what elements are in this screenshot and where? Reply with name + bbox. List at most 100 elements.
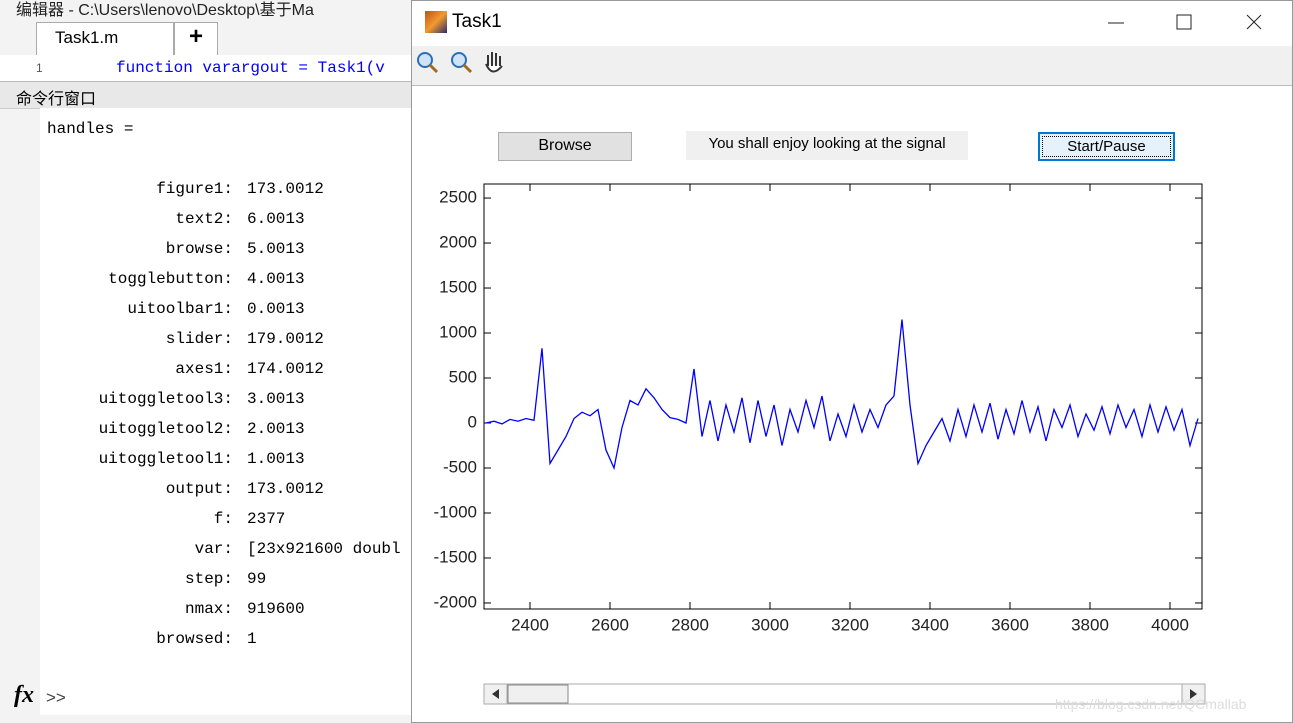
field-name: axes1: <box>175 360 233 378</box>
field-row: uitoggletool2: 2.0013 <box>40 420 1293 450</box>
field-value: 174.0012 <box>247 360 324 378</box>
field-value: [23x921600 doubl <box>247 540 401 558</box>
field-name: uitoggletool2: <box>98 420 233 438</box>
prompt: >> <box>46 688 66 707</box>
status-text: You shall enjoy looking at the signal <box>686 131 968 160</box>
field-name: browse: <box>165 240 233 258</box>
new-tab[interactable]: + <box>174 22 218 55</box>
right-arrow-glyph <box>1190 689 1197 699</box>
field-row: slider: 179.0012 <box>40 330 1293 360</box>
field-name: togglebutton: <box>108 270 233 288</box>
field-name: browsed: <box>156 630 233 648</box>
y-tick-label: 1000 <box>439 322 477 341</box>
field-value: 3.0013 <box>247 390 305 408</box>
x-tick-label: 4000 <box>1151 615 1189 634</box>
left-arrow-glyph <box>492 689 499 699</box>
start-pause-button[interactable]: Start/Pause <box>1038 132 1175 161</box>
y-tick-label: 1500 <box>439 278 477 297</box>
cw-header-text: handles = <box>47 120 134 138</box>
signal-line <box>485 319 1199 471</box>
field-name: nmax: <box>184 600 233 618</box>
cw-header: 命令行窗口 <box>0 81 412 109</box>
y-tick-label: 2000 <box>439 233 477 252</box>
zoom-out[interactable] <box>451 52 467 68</box>
figure-title: Task1 <box>452 11 502 32</box>
field-row: figure1: 173.0012 <box>40 180 1293 210</box>
field-row: step: 99 <box>40 570 1293 600</box>
maximize[interactable] <box>1176 14 1192 30</box>
field-value: 1.0013 <box>247 450 305 468</box>
field-row: var: [23x921600 doubl <box>40 540 1293 570</box>
x-tick-label: 3200 <box>831 615 869 634</box>
slider-thumb[interactable] <box>507 684 569 704</box>
x-tick-label: 3000 <box>751 615 789 634</box>
cw-title: 命令行窗口 <box>16 91 97 108</box>
cw-body: handles = figure1: 173.0012 text2: 6.0013 br… <box>40 108 412 715</box>
field-value: 4.0013 <box>247 270 305 288</box>
x-tick-label: 2600 <box>591 615 629 634</box>
axes: 2400 2600 2800 3000 3200 3400 3600 3800 4000 -200… <box>434 183 1206 705</box>
tab[interactable]: Task1.m <box>36 22 174 55</box>
field-name: step: <box>184 570 233 588</box>
field-value: 99 <box>247 570 267 588</box>
tab-label: Task1.m <box>55 28 119 47</box>
zoom-in-handle <box>428 63 439 74</box>
field-name: uitoggletool1: <box>98 450 233 468</box>
field-name: figure1: <box>156 180 233 198</box>
close[interactable] <box>1246 14 1262 30</box>
y-tick-label: 0 <box>468 412 477 431</box>
x-tick-label: 2800 <box>671 615 709 634</box>
field-value: 919600 <box>247 600 305 618</box>
y-tick-label: -1500 <box>434 547 477 566</box>
code-line: function varargout = Task1(v <box>116 59 385 77</box>
y-tick-label: 2500 <box>439 188 477 207</box>
slider[interactable] <box>483 683 1206 705</box>
field-row: axes1: 174.0012 <box>40 360 1293 390</box>
y-tick-label: -1000 <box>434 502 477 521</box>
field-row: uitoggletool1: 1.0013 <box>40 450 1293 480</box>
zoom-in[interactable] <box>417 52 433 68</box>
x-tick-label: 3600 <box>991 615 1029 634</box>
fx-icon[interactable]: fx <box>14 682 34 708</box>
x-tick-label: 3800 <box>1071 615 1109 634</box>
field-row: browsed: 1 <box>40 630 1293 660</box>
field-value: 173.0012 <box>247 480 324 498</box>
browse-button[interactable]: Browse <box>498 132 632 161</box>
y-tick-label: -2000 <box>434 592 477 611</box>
field-name: uitoggletool3: <box>98 390 233 408</box>
x-tick-label: 3400 <box>911 615 949 634</box>
x-tick-label: 2400 <box>511 615 549 634</box>
editor-title: 编辑器 - C:\Users\lenovo\Desktop\基于Ma <box>16 2 314 19</box>
field-value: 0.0013 <box>247 300 305 318</box>
watermark: https://blog.csdn.net/QCmallab <box>1055 696 1247 712</box>
field-value: 5.0013 <box>247 240 305 258</box>
zoom-out-handle <box>462 63 473 74</box>
field-row: text2: 6.0013 <box>40 210 1293 240</box>
window-controls <box>1108 14 1262 30</box>
pan[interactable] <box>485 52 503 73</box>
field-value: 2377 <box>247 510 286 528</box>
field-value: 173.0012 <box>247 180 324 198</box>
field-row: nmax: 919600 <box>40 600 1293 630</box>
toolbar <box>412 46 1292 86</box>
field-name: slider: <box>165 330 233 348</box>
field-row: uitoggletool3: 3.0013 <box>40 390 1293 420</box>
line-number: 1 <box>36 61 43 75</box>
field-row: output: 173.0012 <box>40 480 1293 510</box>
axes-box <box>483 183 1203 610</box>
field-row: uitoolbar1: 0.0013 <box>40 300 1293 330</box>
field-value: 6.0013 <box>247 210 305 228</box>
code-area: 1 function varargout = Task1(v <box>0 55 412 81</box>
cw-fields: figure1: 173.0012 text2: 6.0013 browse: 5.001… <box>40 180 1293 680</box>
y-tick-label: -500 <box>443 457 477 476</box>
field-name: f: <box>213 510 233 528</box>
y-tick-label: 500 <box>449 367 477 386</box>
field-row: togglebutton: 4.0013 <box>40 270 1293 300</box>
field-name: uitoolbar1: <box>127 300 233 318</box>
toolbar-icons <box>417 52 503 74</box>
field-value: 2.0013 <box>247 420 305 438</box>
field-name: output: <box>165 480 233 498</box>
plot-area <box>484 184 1202 609</box>
field-value: 1 <box>247 630 257 648</box>
